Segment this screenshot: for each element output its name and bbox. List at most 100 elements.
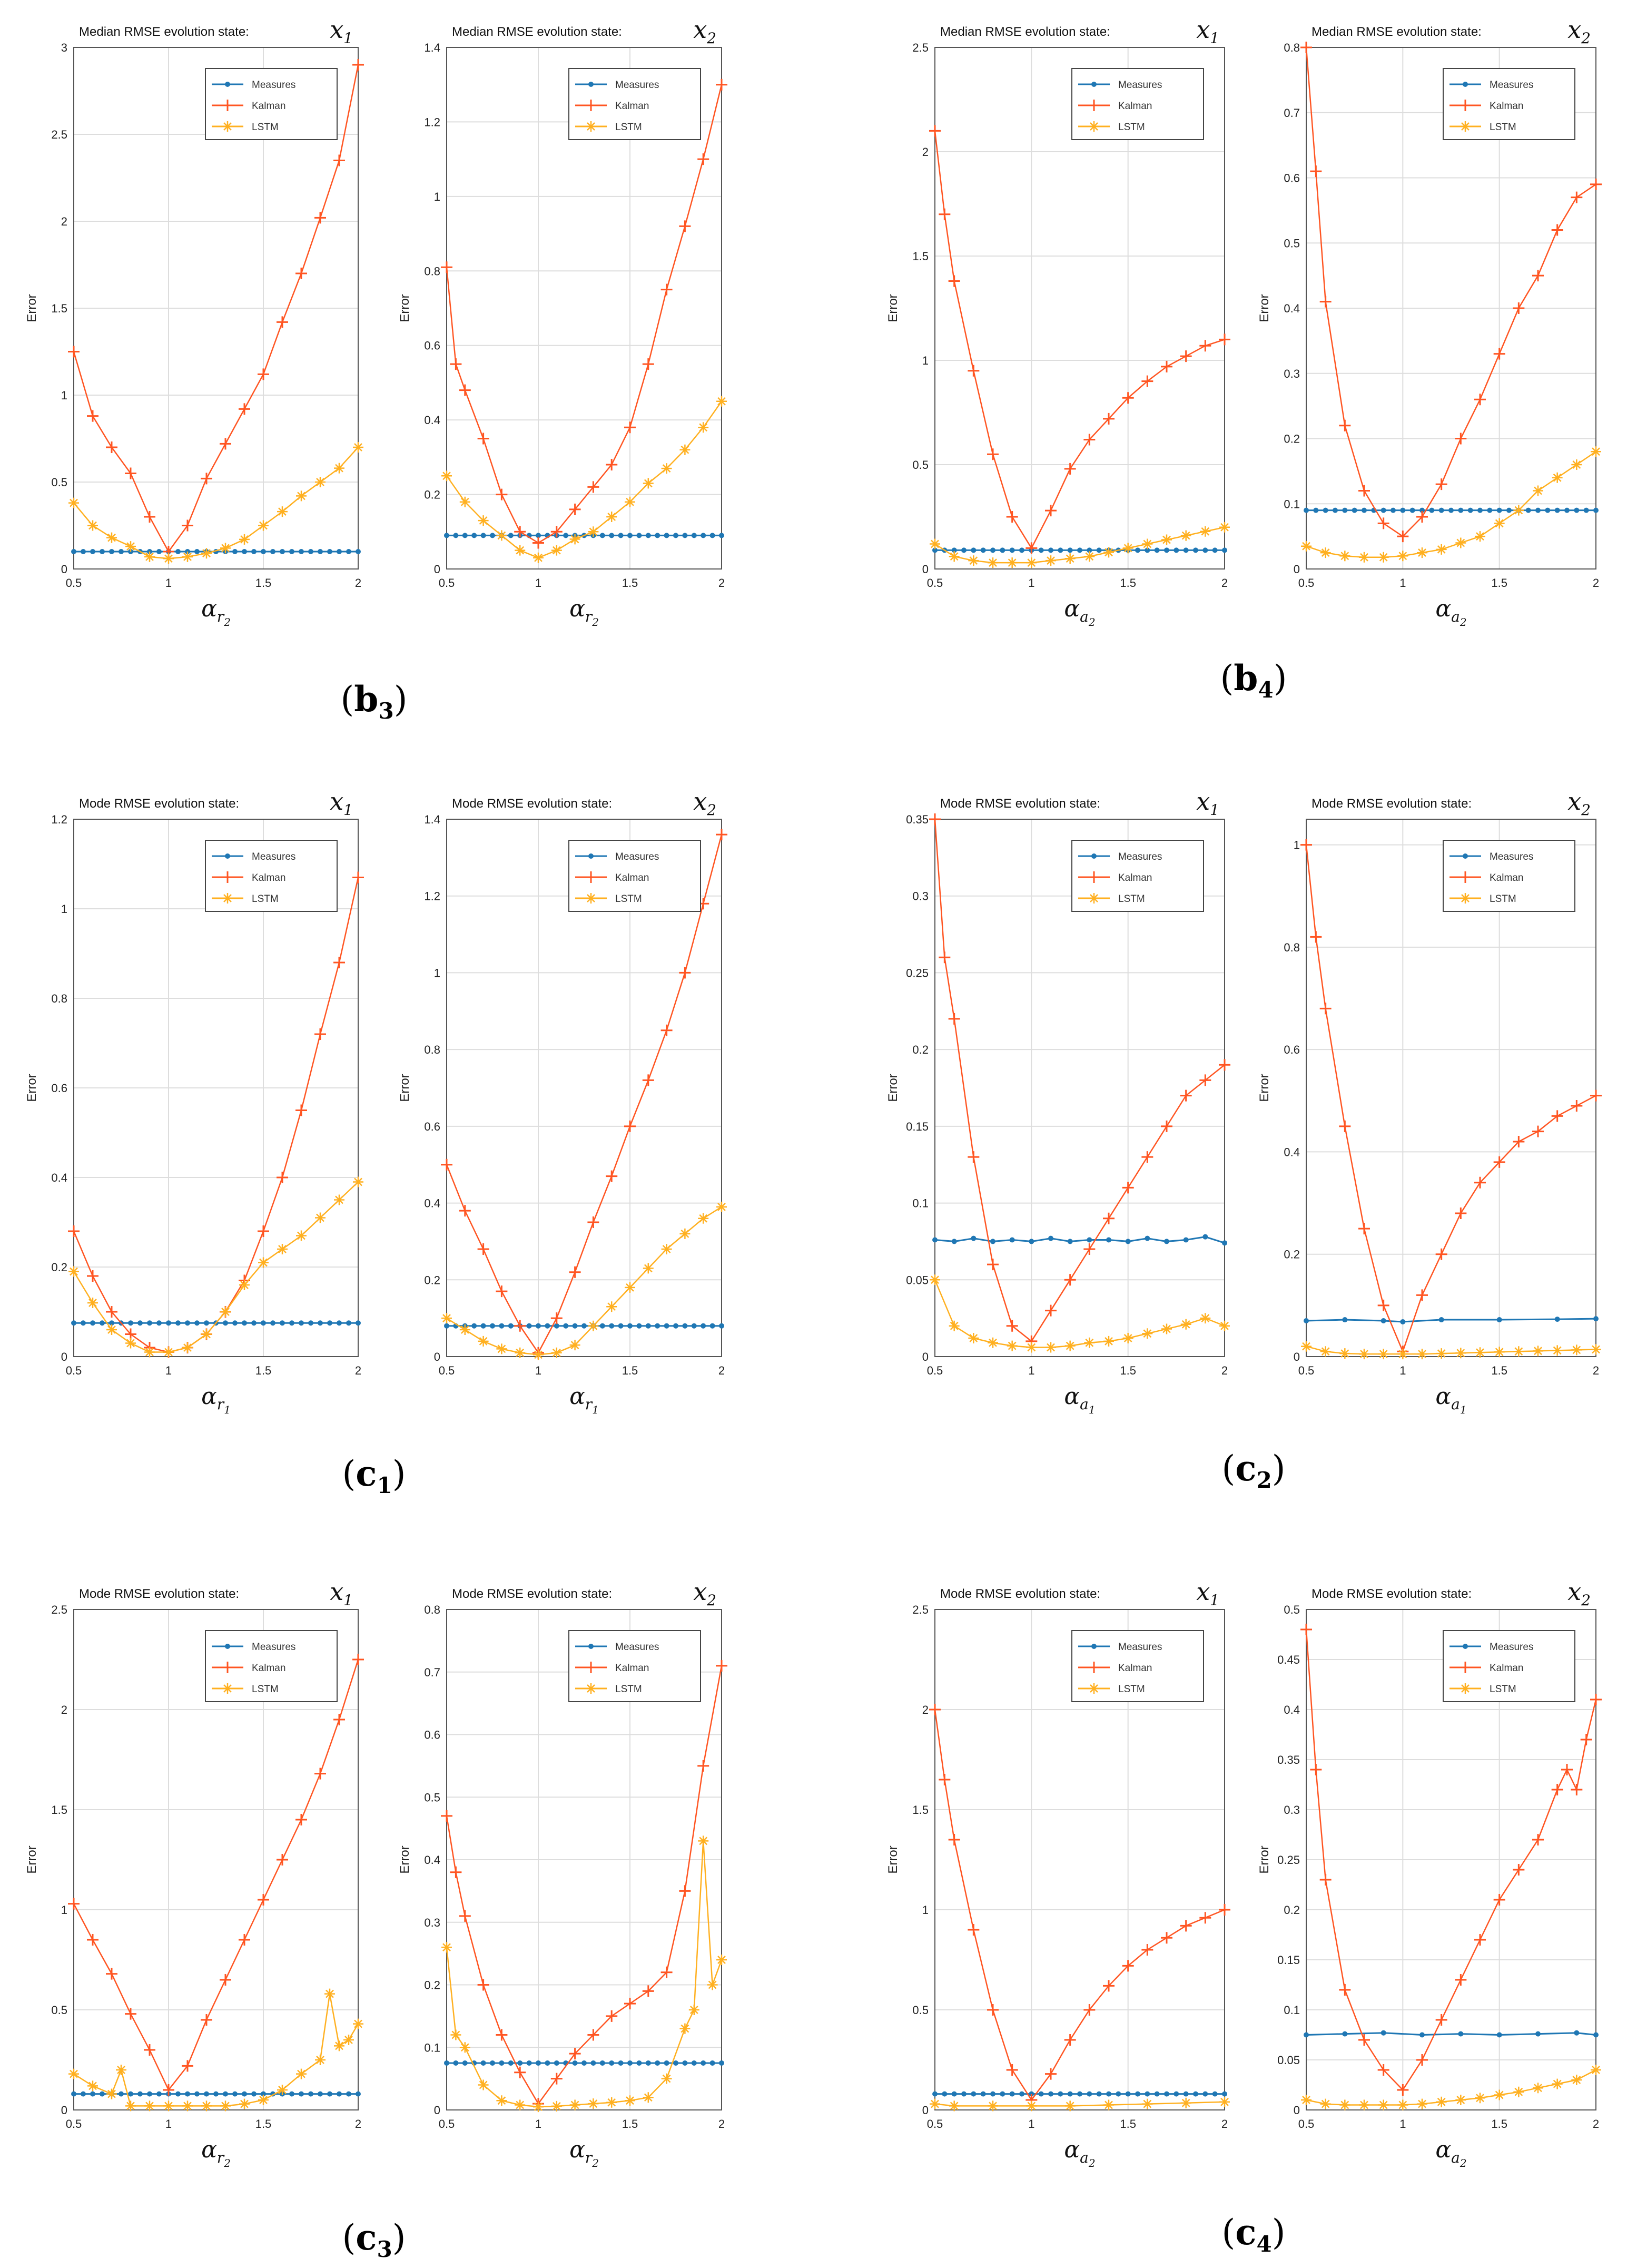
kalman-marker [1161,1120,1172,1132]
panel-title: Mode RMSE evolution state: [452,1587,612,1601]
group-label-open: ( [342,1454,356,1494]
measures-marker [1535,2031,1541,2037]
measures-marker [1048,547,1053,553]
lstm-marker [496,2095,507,2106]
measures-marker [175,1320,181,1326]
measures-marker [980,547,986,553]
kalman-marker [1493,348,1505,360]
measures-marker [636,533,642,538]
measures-marker [232,2091,238,2097]
state-subscript: 2 [1581,801,1591,819]
kalman-marker [1339,1120,1351,1132]
plot-frame [1306,1609,1596,2110]
y-tick-label: 2.5 [51,1603,67,1616]
lstm-marker [533,552,544,563]
y-tick-label: 0.4 [1284,302,1300,315]
kalman-marker [1319,1874,1332,1886]
lstm-marker [315,1212,326,1223]
kalman-marker [716,1660,727,1672]
measures-marker [1202,547,1208,553]
lstm-marker [478,1336,489,1347]
measures-marker [346,1320,351,1326]
kalman-marker [496,2029,508,2041]
state-subscript: 1 [1210,1592,1219,1609]
x-tick-label: 1.5 [1120,1364,1136,1377]
lstm-marker [87,2080,98,2092]
measures-marker [1048,1235,1053,1241]
measures-marker [327,2091,332,2097]
y-tick-label: 1.4 [424,813,440,826]
lstm-marker [1046,555,1056,566]
x-tick-label: 2 [1593,1364,1599,1377]
x-tick-label: 0.5 [66,576,82,590]
measures-marker [1593,507,1599,513]
measures-marker [251,2091,257,2097]
kalman-marker [697,153,709,165]
measures-marker [137,2091,143,2097]
group-label-subscript: 3 [377,2236,392,2262]
kalman-marker [585,871,597,883]
lstm-marker [1475,531,1485,542]
measures-marker [1019,2091,1024,2097]
y-tick-label: 0.35 [1277,1753,1300,1766]
y-tick-label: 0.4 [424,1197,440,1210]
lstm-marker [625,1282,635,1293]
measures-marker [289,1320,294,1326]
lstm-marker [1301,2095,1312,2105]
legend-label: Kalman [1118,872,1152,883]
kalman-marker [514,1320,526,1332]
kalman-marker [1590,1089,1602,1102]
panel-title: Mode RMSE evolution state: [79,797,239,811]
x-axis-label-subscript: a [1080,1396,1089,1413]
kalman-marker [660,1966,673,1978]
lstm-marker [1494,2089,1505,2100]
measures-marker [204,2091,209,2097]
lstm-marker [1533,2083,1543,2094]
lstm-marker [144,2100,155,2112]
kalman-marker [1310,165,1322,178]
lstm-marker [551,1347,562,1358]
kalman-marker [1122,1182,1134,1194]
legend: Measures Kalman LSTM [1071,68,1204,140]
kalman-marker [550,526,563,538]
kalman-marker [679,967,691,979]
lstm-marker [1026,2100,1037,2112]
lstm-marker [125,541,136,552]
measures-marker [1106,1237,1111,1243]
legend-label: LSTM [1490,894,1516,905]
chart-panel-7: 0.5 1 1.5 2 0 0.05 0.1 0.15 0.2 0.25 0.3 0.35 Error M… [886,787,1230,1416]
kalman-marker [477,1243,489,1255]
measures-marker [1183,2091,1189,2097]
measures-marker [1091,853,1097,859]
lstm-marker [1320,1346,1331,1357]
x-tick-label: 1 [165,2117,172,2130]
group-label-letter: b [354,679,378,720]
legend-label: Measures [1118,80,1162,91]
measures-marker [1352,507,1357,513]
measures-marker [81,1320,86,1326]
kalman-marker [948,1013,960,1025]
lstm-marker [1552,1345,1563,1356]
measures-marker [599,2060,605,2066]
series-line-lstm [73,1181,359,1353]
lstm-marker [1200,526,1211,537]
lstm-marker [324,1988,335,1999]
state-label: x1 [1196,787,1219,819]
measures-marker [599,1323,605,1329]
measures-marker [280,1320,285,1326]
kalman-marker [569,1266,581,1278]
measures-marker [81,2091,86,2097]
measures-marker [636,2060,642,2066]
lstm-marker [716,1201,727,1212]
measures-marker [588,82,594,87]
y-tick-label: 0.5 [424,1791,440,1804]
lstm-marker [606,512,617,522]
measures-marker [232,549,238,554]
measures-marker [1067,1239,1073,1244]
y-tick-label: 3 [61,41,67,54]
kalman-marker [1580,1734,1592,1745]
measures-marker [251,1320,257,1326]
lstm-marker [1103,547,1114,558]
measures-marker [175,549,181,554]
kalman-marker [533,537,544,549]
